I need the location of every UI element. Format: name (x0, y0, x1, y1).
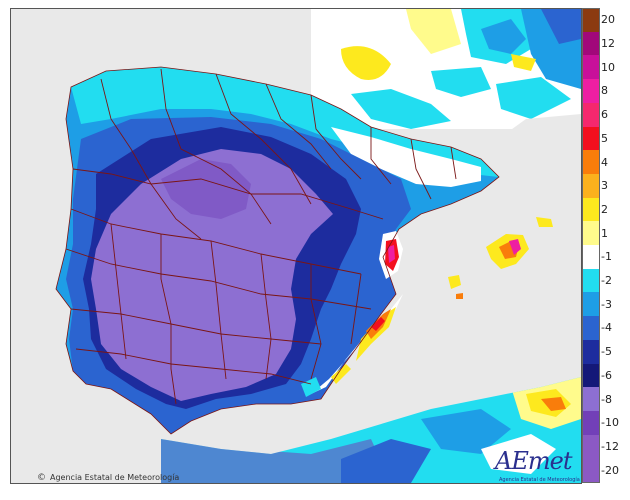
legend-swatch--8 (582, 387, 600, 412)
legend-swatch-6 (582, 102, 600, 127)
legend-label: 12 (601, 37, 615, 51)
legend-label: 8 (601, 84, 608, 98)
legend-label: 6 (601, 108, 608, 122)
legend-label: -4 (601, 321, 612, 335)
credit-text: Agencia Estatal de Meteorología (50, 473, 180, 482)
copyright-credit: © Agencia Estatal de Meteorología (37, 473, 179, 483)
legend-swatch-4 (582, 150, 600, 175)
legend-swatch-12 (582, 31, 600, 56)
legend-swatch--20 (582, 458, 600, 484)
legend-swatch-1 (582, 221, 600, 246)
legend-label: -8 (601, 392, 612, 406)
legend-swatch-20 (582, 8, 600, 34)
copyright-symbol: © (37, 473, 46, 483)
legend-label: -20 (601, 463, 619, 477)
map-canvas (11, 9, 581, 483)
aemet-logo: AEmet Agencia Estatal de Meteorología (495, 447, 581, 483)
legend-swatch--2 (582, 268, 600, 293)
legend-label: -12 (601, 439, 619, 453)
legend-label: -6 (601, 368, 612, 382)
france-region (311, 9, 581, 129)
legend-swatch-8 (582, 79, 600, 104)
legend-swatch-5 (582, 126, 600, 151)
legend-label: 2 (601, 202, 608, 216)
legend-swatch--5 (582, 339, 600, 364)
legend-swatch--3 (582, 292, 600, 317)
province-boundaries (65, 68, 457, 405)
legend-label: -5 (601, 345, 612, 359)
legend-label: 5 (601, 131, 608, 145)
legend-swatch-3 (582, 173, 600, 199)
legend-label: -10 (601, 416, 619, 430)
balearic-islands (448, 217, 553, 299)
legend-swatch--1 (582, 245, 600, 270)
aemet-logo-subtitle: Agencia Estatal de Meteorología (499, 477, 580, 483)
legend-swatch--6 (582, 363, 600, 388)
legend-swatch--12 (582, 434, 600, 459)
legend-swatch-10 (582, 55, 600, 80)
legend-label: 10 (601, 60, 615, 74)
aemet-logo-word: AEmet (495, 447, 572, 475)
coastline (55, 66, 500, 435)
color-legend: 20 12 10 8 6 5 4 3 2 1 -1 -2 -3 -4 -5 -6 -8 -10 -12 -20 (582, 8, 628, 484)
legend-swatch--4 (582, 316, 600, 341)
iberian-peninsula (56, 67, 499, 434)
legend-label: 1 (601, 226, 608, 240)
legend-label: 3 (601, 179, 608, 193)
legend-label: 4 (601, 155, 608, 169)
legend-label: -1 (601, 250, 612, 264)
legend-label: -3 (601, 297, 612, 311)
legend-swatch-2 (582, 197, 600, 222)
legend-label: 20 (601, 13, 615, 27)
temperature-anomaly-map: © Agencia Estatal de Meteorología AEmet A… (10, 8, 582, 484)
legend-swatch--10 (582, 410, 600, 436)
legend-label: -2 (601, 274, 612, 288)
